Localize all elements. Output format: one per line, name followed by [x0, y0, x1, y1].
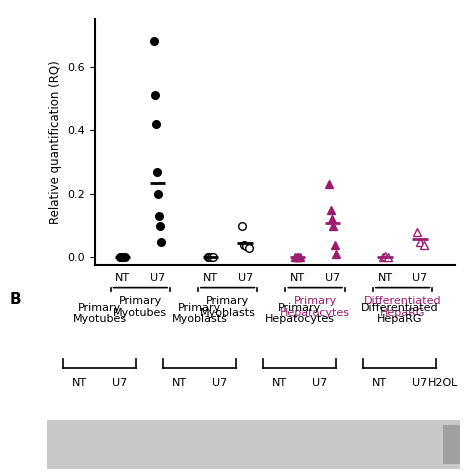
Text: B: B — [9, 292, 21, 307]
Text: NT: NT — [272, 378, 287, 388]
Y-axis label: Relative quantification (RQ): Relative quantification (RQ) — [49, 60, 62, 224]
Text: U7: U7 — [112, 378, 127, 388]
Text: Primary
Hepatocytes: Primary Hepatocytes — [264, 303, 335, 324]
Text: Primary
Myoblasts: Primary Myoblasts — [200, 296, 255, 318]
Text: Primary
Myotubes: Primary Myotubes — [113, 296, 167, 318]
Text: Primary
Myotubes: Primary Myotubes — [73, 303, 127, 324]
Text: NT: NT — [172, 378, 187, 388]
Bar — [444, 426, 464, 464]
Text: H2O: H2O — [428, 378, 452, 388]
Text: NT: NT — [372, 378, 387, 388]
Text: Primary
Hepatocytes: Primary Hepatocytes — [280, 296, 350, 318]
Text: Differentiated
HepaRG: Differentiated HepaRG — [364, 296, 441, 318]
Text: L: L — [451, 378, 457, 388]
Text: Differentiated
HepaRG: Differentiated HepaRG — [361, 303, 438, 324]
Text: U7: U7 — [312, 378, 327, 388]
Text: NT: NT — [72, 378, 87, 388]
Bar — [47, 420, 460, 469]
Text: U7: U7 — [212, 378, 227, 388]
Text: Primary
Myoblasts: Primary Myoblasts — [172, 303, 228, 324]
Text: U7: U7 — [412, 378, 428, 388]
